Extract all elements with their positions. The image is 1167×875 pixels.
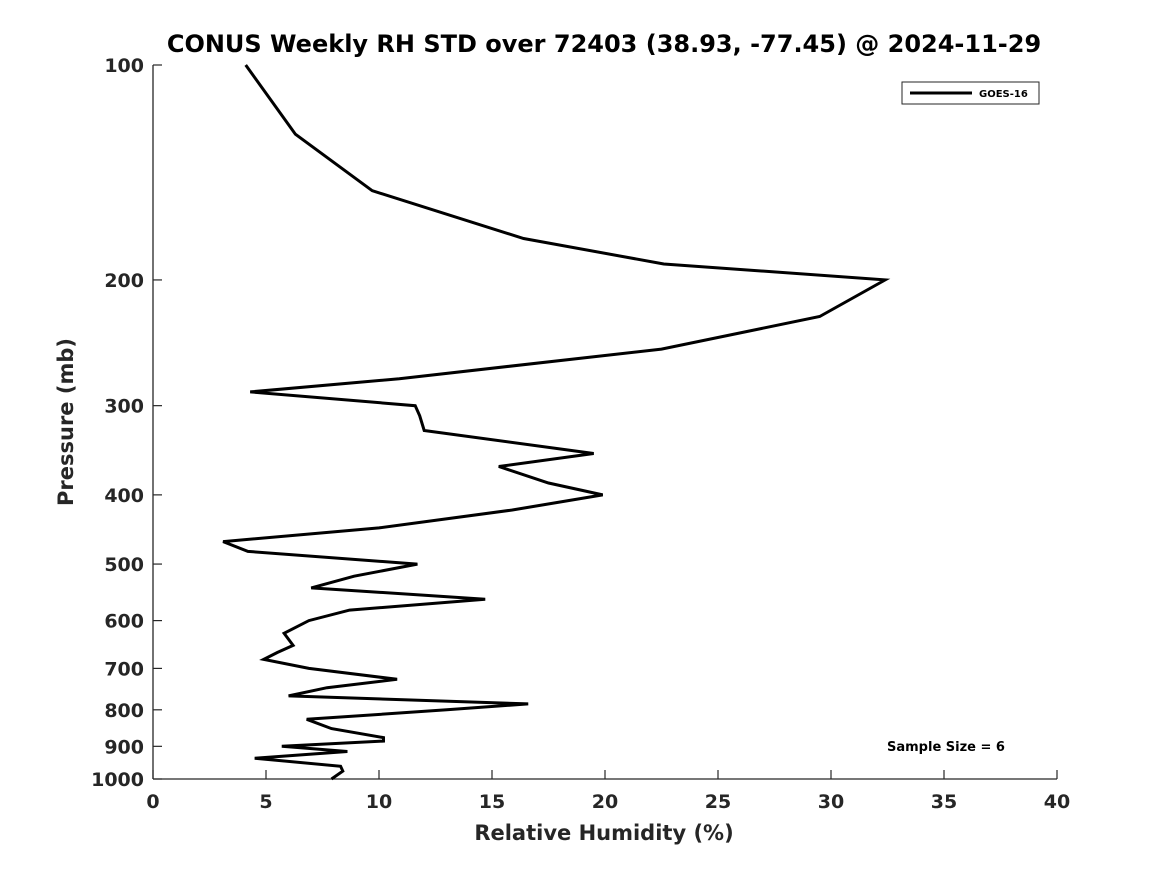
x-axis-label: Relative Humidity (%) <box>474 821 733 845</box>
x-tick-label: 40 <box>1044 791 1070 813</box>
y-axis-label: Pressure (mb) <box>54 338 78 506</box>
chart-title: CONUS Weekly RH STD over 72403 (38.93, -… <box>167 30 1041 58</box>
x-tick-label: 5 <box>259 791 272 813</box>
x-tick-label: 30 <box>818 791 844 813</box>
legend: GOES-16 <box>901 81 1040 105</box>
x-tick-label: 15 <box>479 791 505 813</box>
x-tick-label: 0 <box>146 791 159 813</box>
x-tick-label: 10 <box>366 791 392 813</box>
legend-label-goes-16: GOES-16 <box>979 89 1028 100</box>
x-tick-label: 25 <box>705 791 731 813</box>
y-tick-label: 300 <box>104 396 144 418</box>
series-line-goes-16 <box>222 64 891 781</box>
y-tick-label: 100 <box>104 55 144 77</box>
y-axis-ticks: 100 200 300 400 500 600 700 800 900 1000 <box>91 55 162 791</box>
y-tick-label: 1000 <box>91 769 144 791</box>
sample-size-annotation: Sample Size = 6 <box>887 740 1005 755</box>
x-tick-label: 20 <box>592 791 618 813</box>
y-tick-label: 400 <box>104 485 144 507</box>
y-tick-label: 900 <box>104 736 144 758</box>
x-tick-label: 35 <box>931 791 957 813</box>
x-axis-ticks: 0 5 10 15 20 25 30 35 40 <box>146 770 1070 813</box>
y-tick-label: 600 <box>104 611 144 633</box>
y-tick-label: 500 <box>104 554 144 576</box>
series-layer <box>222 64 891 781</box>
y-tick-label: 800 <box>104 700 144 722</box>
y-tick-label: 700 <box>104 658 144 680</box>
y-tick-label: 200 <box>104 270 144 292</box>
